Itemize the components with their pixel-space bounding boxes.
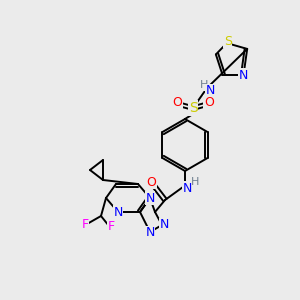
Text: S: S (224, 34, 232, 48)
Text: N: N (113, 206, 123, 218)
Text: F: F (81, 218, 88, 232)
Text: O: O (204, 95, 214, 109)
Text: N: N (159, 218, 169, 232)
Text: F: F (107, 220, 115, 233)
Text: N: N (239, 69, 248, 82)
Text: N: N (182, 182, 192, 194)
Text: N: N (145, 226, 155, 239)
Text: H: H (200, 80, 208, 90)
Text: N: N (145, 191, 155, 205)
Text: N: N (205, 85, 215, 98)
Text: S: S (189, 101, 197, 115)
Text: O: O (172, 95, 182, 109)
Text: H: H (191, 177, 199, 187)
Text: O: O (146, 176, 156, 188)
